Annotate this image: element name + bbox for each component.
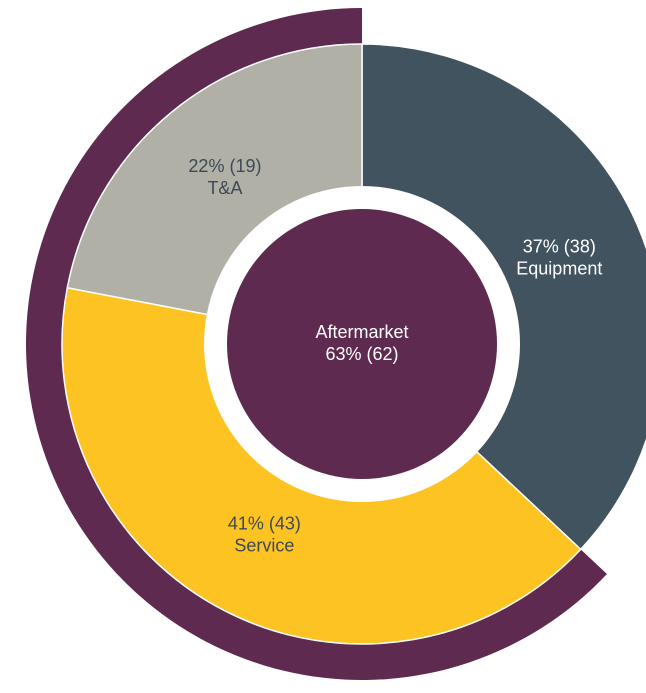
slice-value-label: 41% (43) xyxy=(228,513,301,533)
slice-category-label: Equipment xyxy=(516,258,602,278)
center-value-label: 63% (62) xyxy=(325,344,398,364)
slice-value-label: 37% (38) xyxy=(523,236,596,256)
center-disc xyxy=(227,209,497,479)
slice-value-label: 22% (19) xyxy=(188,156,261,176)
slice-category-label: T&A xyxy=(207,178,242,198)
slice-category-label: Service xyxy=(234,535,294,555)
center-label: Aftermarket xyxy=(315,322,408,342)
